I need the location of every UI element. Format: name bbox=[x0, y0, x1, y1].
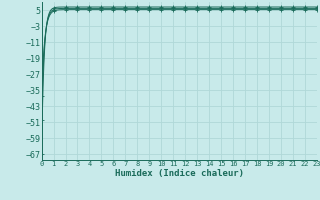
X-axis label: Humidex (Indice chaleur): Humidex (Indice chaleur) bbox=[115, 169, 244, 178]
